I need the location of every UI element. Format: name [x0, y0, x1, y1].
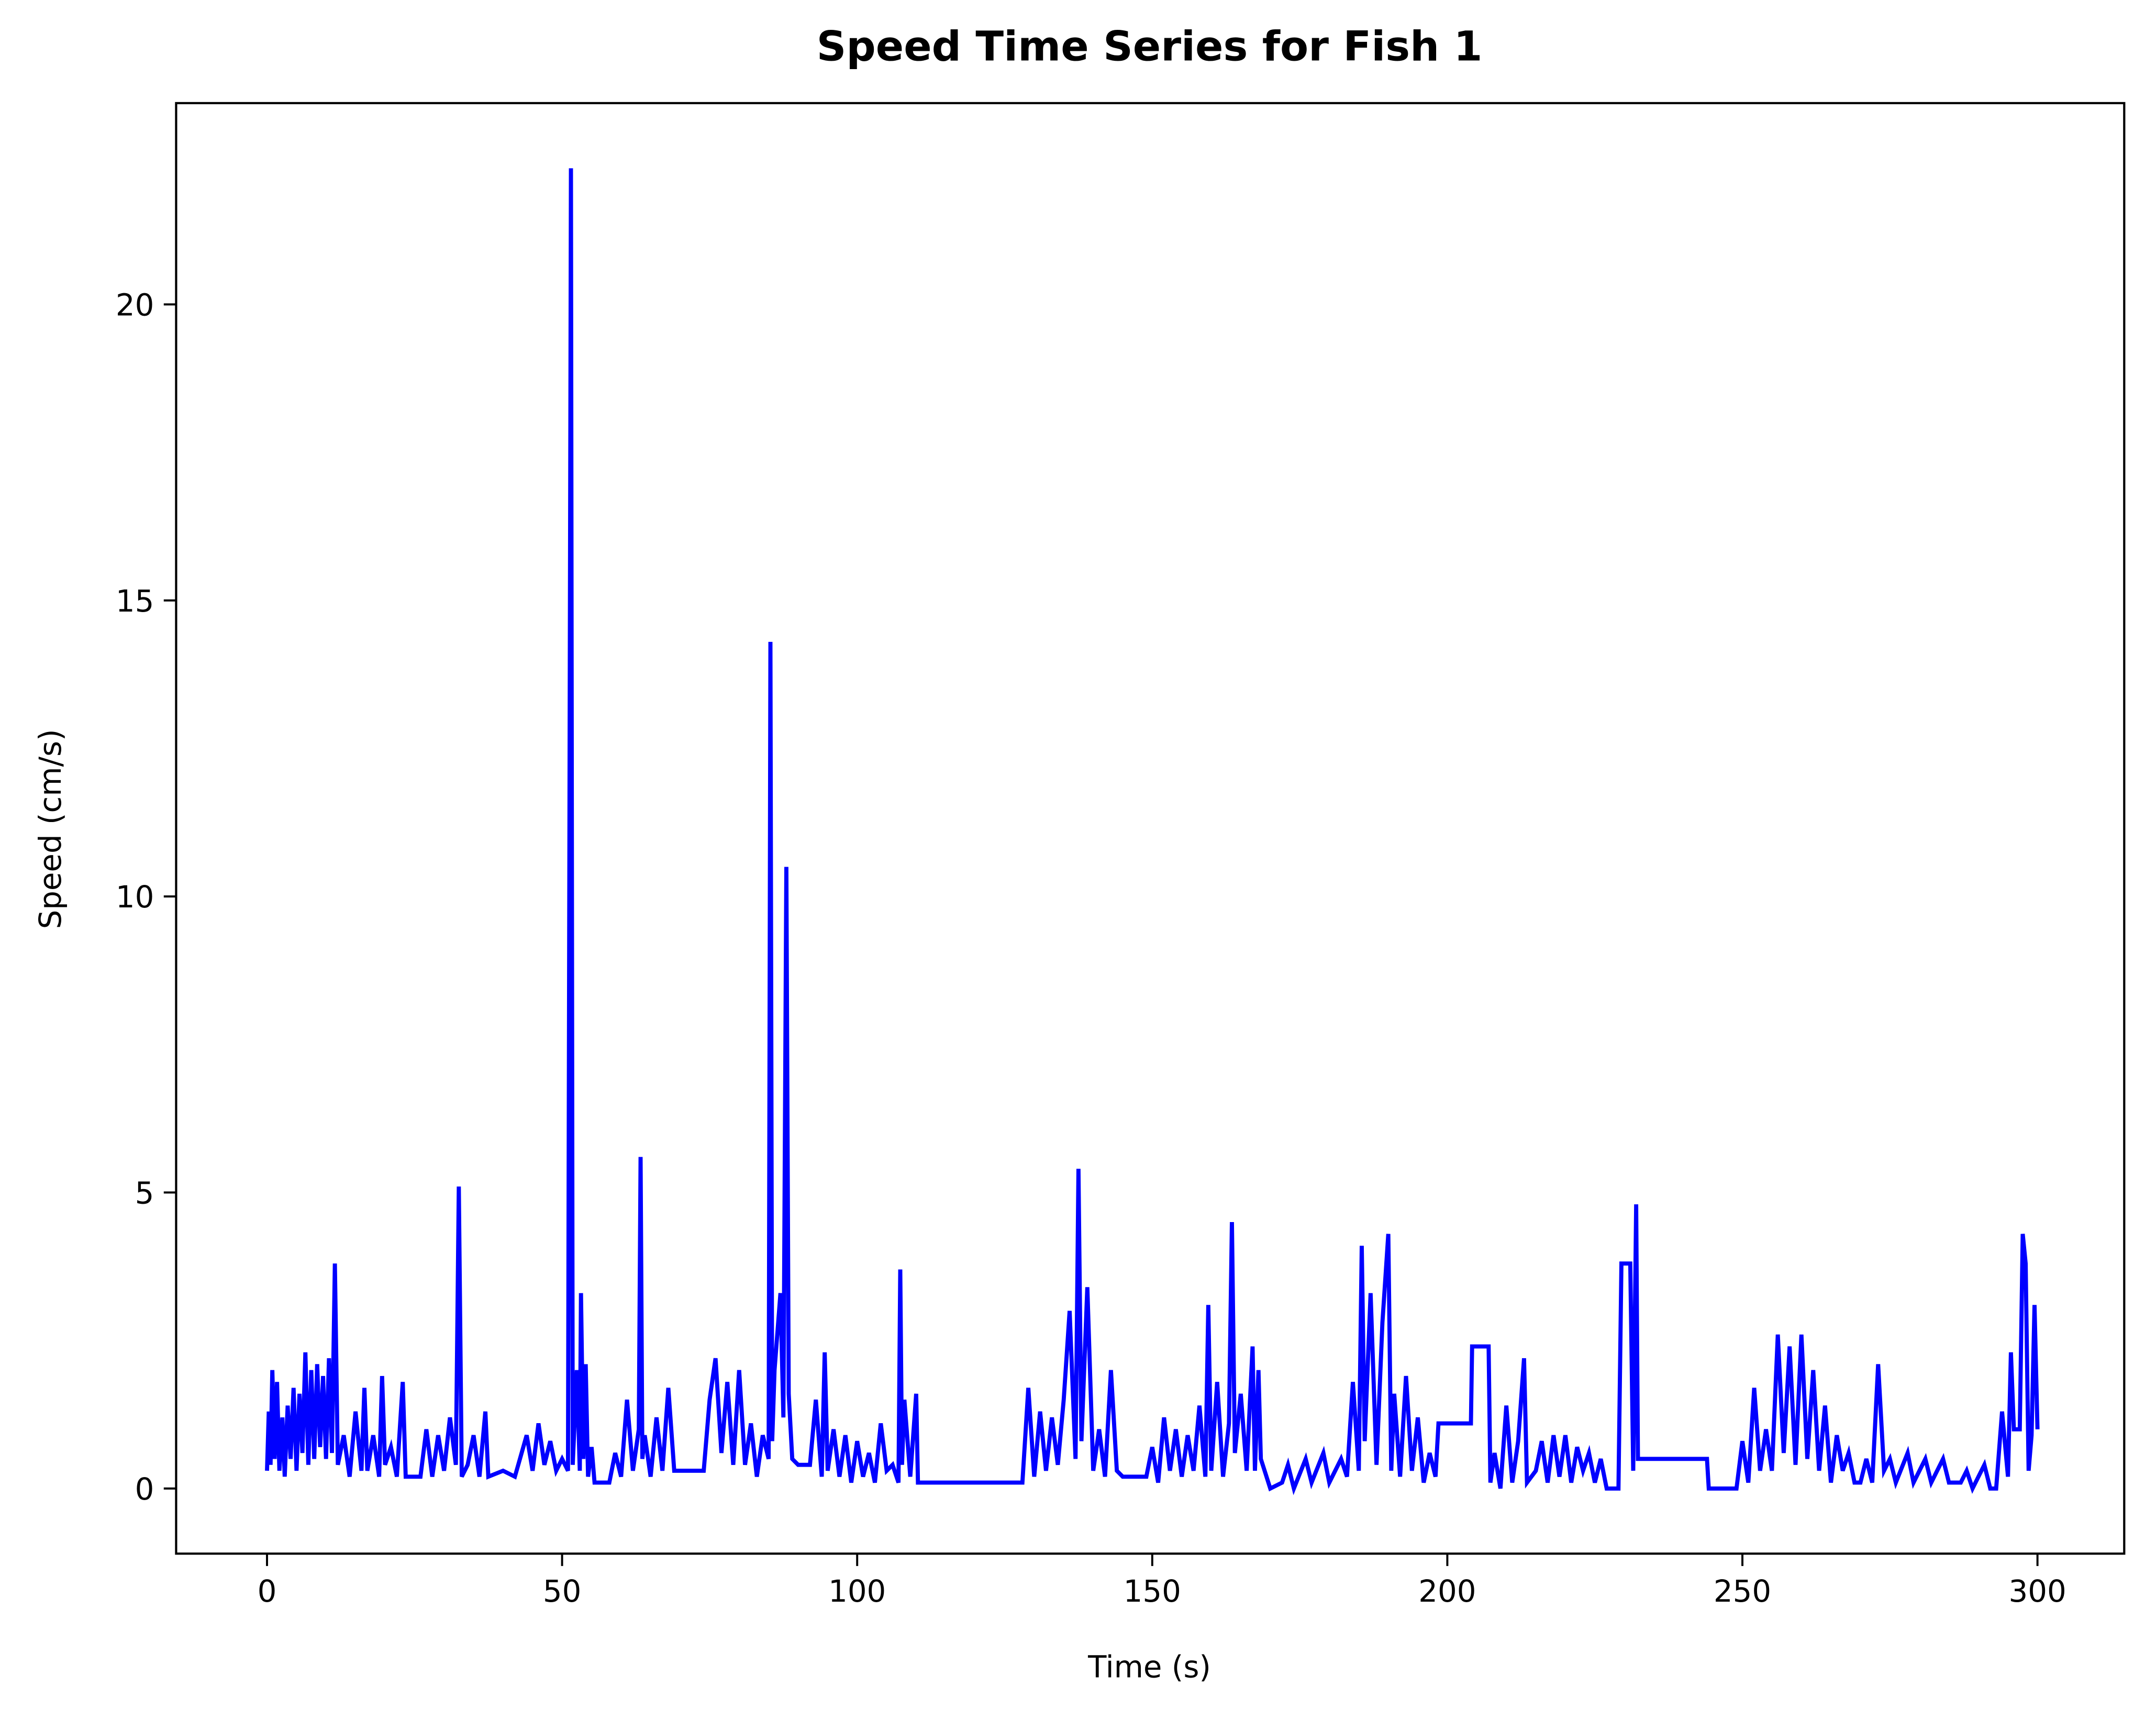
- x-tick-label: 300: [2008, 1573, 2066, 1609]
- y-tick-label: 10: [116, 879, 154, 915]
- y-tick-label: 15: [116, 583, 154, 619]
- x-tick-label: 200: [1418, 1573, 1476, 1609]
- chart-title: Speed Time Series for Fish 1: [817, 23, 1483, 71]
- y-tick-label: 20: [116, 287, 154, 323]
- y-tick-label: 0: [135, 1471, 154, 1507]
- y-axis-label: Speed (cm/s): [32, 729, 68, 929]
- x-tick-label: 150: [1124, 1573, 1181, 1609]
- x-tick-label: 250: [1714, 1573, 1771, 1609]
- plot-frame: [175, 102, 2126, 1555]
- x-tick-label: 0: [258, 1573, 277, 1609]
- x-axis-label: Time (s): [1087, 1649, 1211, 1685]
- x-tick-label: 50: [543, 1573, 582, 1609]
- y-tick-label: 5: [135, 1175, 154, 1211]
- data-line: [265, 168, 2040, 1495]
- x-tick-label: 100: [828, 1573, 886, 1609]
